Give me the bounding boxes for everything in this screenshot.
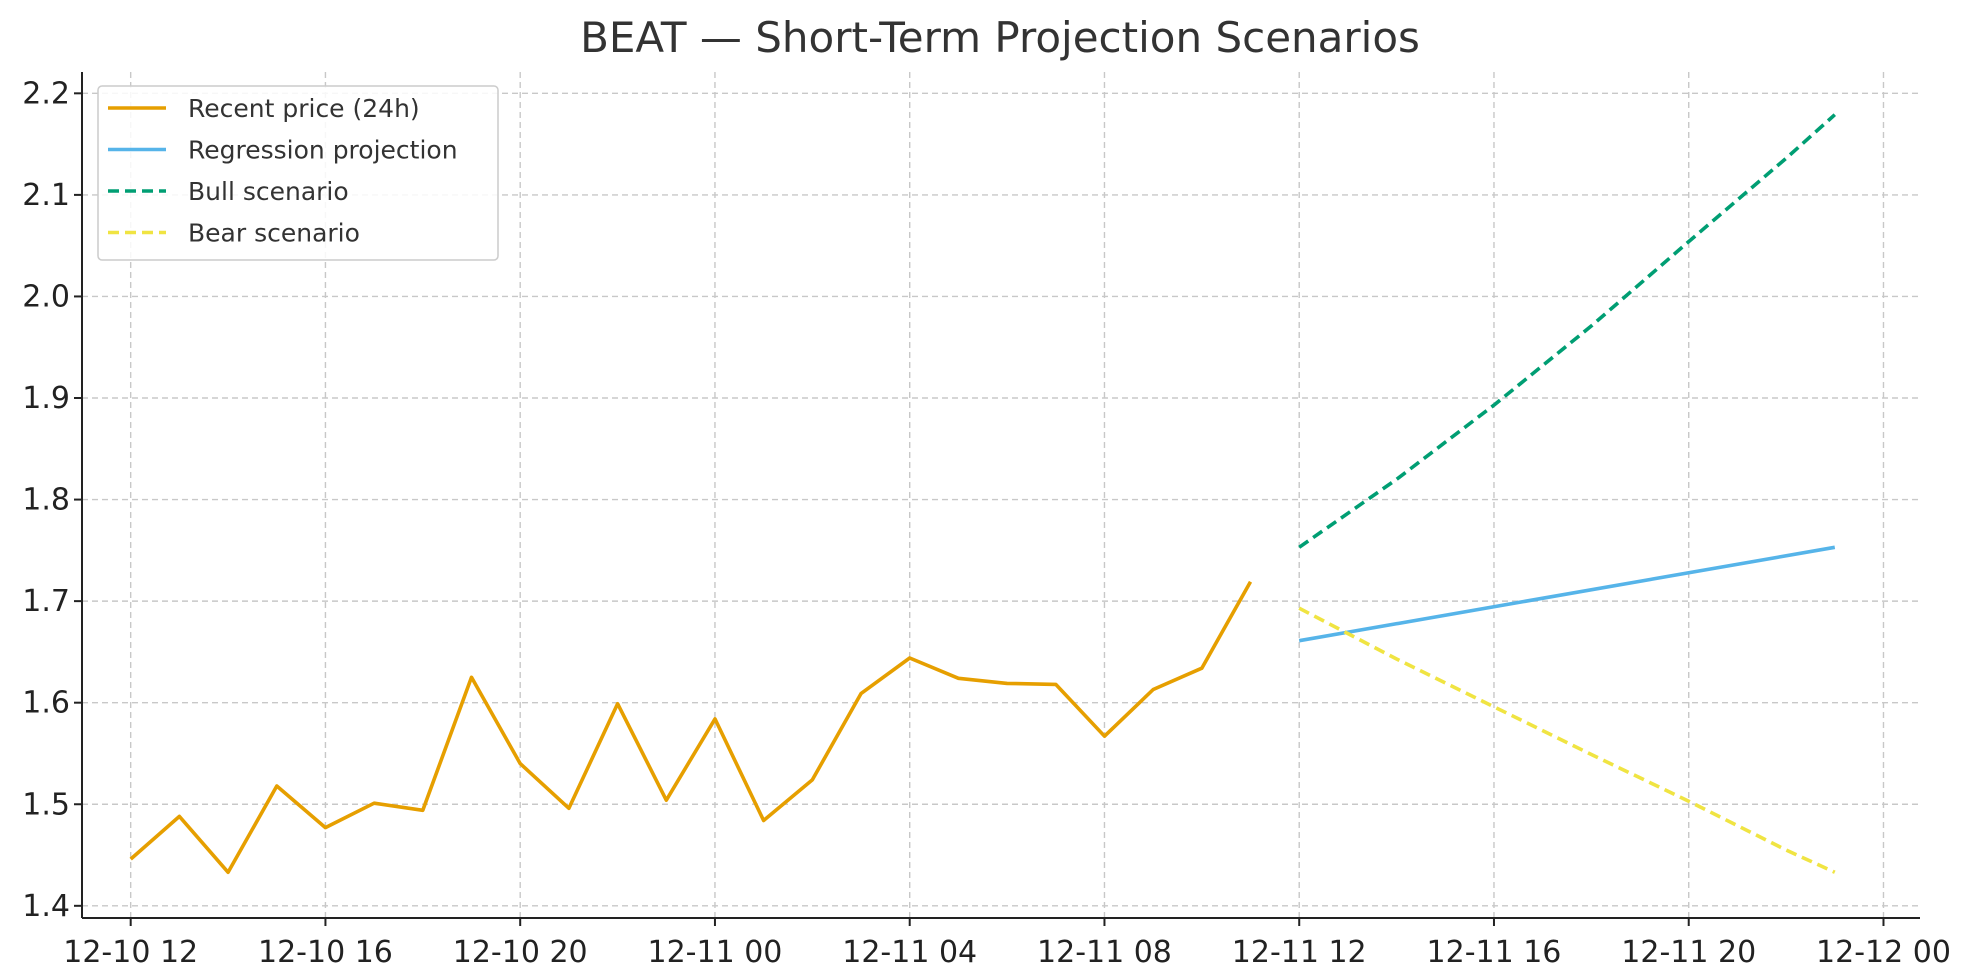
y-tick-label: 1.9 <box>22 381 70 416</box>
series-line-regression-projection <box>1298 545 1836 643</box>
series-line-bull-scenario <box>1298 113 1837 549</box>
x-tick-label: 12-12 00 <box>1816 935 1951 970</box>
legend-label: Bear scenario <box>188 219 360 248</box>
x-tick-label: 12-11 04 <box>842 935 977 970</box>
y-tick-label: 2.1 <box>22 178 70 213</box>
x-tick-label: 12-11 08 <box>1037 935 1172 970</box>
x-tick-label: 12-10 20 <box>453 935 588 970</box>
x-tick-label: 12-11 20 <box>1621 935 1756 970</box>
chart-title: BEAT — Short-Term Projection Scenarios <box>580 13 1420 62</box>
y-tick-label: 2.2 <box>22 76 70 111</box>
x-tick-label: 12-10 12 <box>63 935 198 970</box>
y-tick-label: 1.5 <box>22 787 70 822</box>
x-tick-label: 12-11 16 <box>1427 935 1562 970</box>
series-line-recent-price-24h <box>129 580 1253 875</box>
legend-frame <box>97 85 499 261</box>
x-tick-label: 12-11 12 <box>1232 935 1367 970</box>
y-tick-label: 2.0 <box>22 279 70 314</box>
legend-label: Recent price (24h) <box>188 94 420 123</box>
grid-layer <box>82 72 1920 918</box>
legend-label: Bull scenario <box>188 177 349 206</box>
series-layer <box>129 113 1837 875</box>
y-tick-label: 1.7 <box>22 584 70 619</box>
x-tick-label: 12-11 00 <box>648 935 783 970</box>
axes-layer: 1.4 1.5 1.6 1.7 1.8 1.9 2.0 2.1 2.2 12-10 12 12-10… <box>22 72 1951 970</box>
x-tick-label: 12-10 16 <box>258 935 393 970</box>
legend-label: Regression projection <box>188 136 458 165</box>
series-line-bear-scenario <box>1298 606 1836 874</box>
y-tick-label: 1.8 <box>22 483 70 518</box>
y-tick-label: 1.4 <box>22 889 70 924</box>
y-tick-label: 1.6 <box>22 686 70 721</box>
legend: Recent price (24h) Regression projection B… <box>97 85 499 261</box>
